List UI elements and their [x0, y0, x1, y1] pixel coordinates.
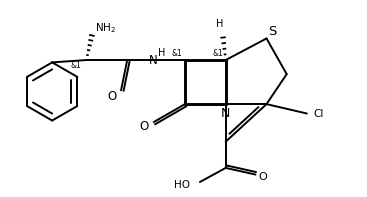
Text: S: S	[268, 25, 277, 38]
Text: N: N	[221, 107, 230, 120]
Text: O: O	[107, 90, 116, 103]
Text: &1: &1	[212, 49, 223, 59]
Text: Cl: Cl	[313, 109, 323, 119]
Text: N: N	[149, 54, 157, 67]
Text: H: H	[216, 19, 223, 29]
Text: HO: HO	[174, 180, 190, 190]
Text: NH$_2$: NH$_2$	[95, 21, 116, 35]
Text: O: O	[139, 120, 148, 133]
Text: H: H	[158, 47, 165, 58]
Text: &1: &1	[70, 61, 81, 70]
Text: O: O	[259, 172, 268, 182]
Text: &1: &1	[171, 49, 182, 59]
